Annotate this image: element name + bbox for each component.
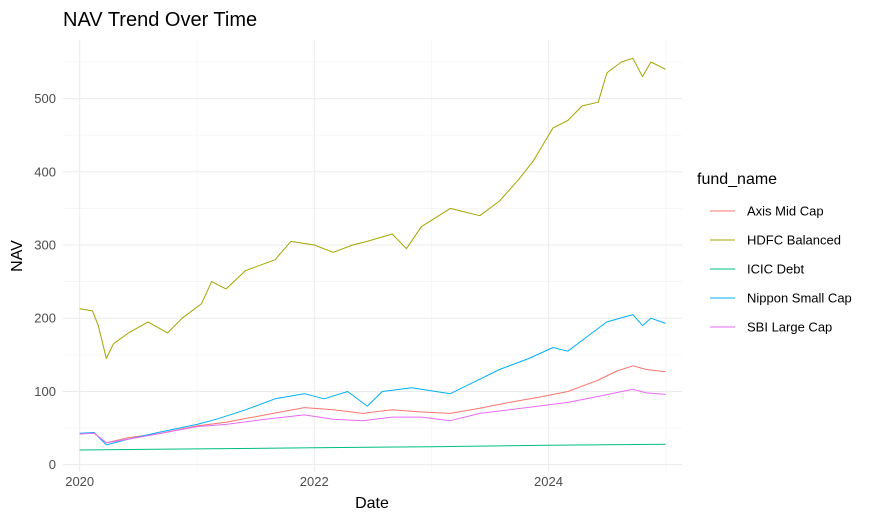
x-tick-label: 2020 <box>65 474 94 489</box>
legend-label: ICIC Debt <box>747 262 804 277</box>
chart-title: NAV Trend Over Time <box>63 9 257 31</box>
y-tick-label: 0 <box>49 457 56 472</box>
grid-minor <box>63 40 682 472</box>
y-tick-label: 300 <box>34 238 56 253</box>
legend-label: Axis Mid Cap <box>747 204 824 219</box>
legend-label: HDFC Balanced <box>747 233 841 248</box>
legend-item: ICIC Debt <box>710 262 804 277</box>
x-tick-label: 2022 <box>300 474 329 489</box>
x-axis-tick-labels: 2020 2022 2024 <box>65 474 563 489</box>
legend-label: SBI Large Cap <box>747 320 832 335</box>
x-axis-title: Date <box>355 495 389 512</box>
y-axis-title: NAV <box>9 240 26 272</box>
y-tick-label: 100 <box>34 384 56 399</box>
legend-item: HDFC Balanced <box>710 233 841 248</box>
legend-items: Axis Mid Cap HDFC Balanced ICIC Debt Nippon… <box>710 204 852 335</box>
series-line-nippon-small-cap <box>79 314 666 446</box>
legend-item: Axis Mid Cap <box>710 204 824 219</box>
grid-major <box>63 40 682 472</box>
series-line-hdfc-balanced <box>79 57 666 359</box>
series-line-sbi-large-cap <box>79 388 666 444</box>
x-tick-label: 2024 <box>534 474 563 489</box>
y-tick-label: 400 <box>34 164 56 179</box>
legend: fund_name Axis Mid Cap HDFC Balanced ICIC … <box>697 171 852 335</box>
legend-title: fund_name <box>697 171 777 188</box>
y-tick-label: 200 <box>34 311 56 326</box>
y-axis-tick-labels: 0 100 200 300 400 500 <box>34 91 56 472</box>
legend-item: SBI Large Cap <box>710 320 832 335</box>
series-group <box>79 57 666 451</box>
legend-label: Nippon Small Cap <box>747 291 852 306</box>
y-tick-label: 500 <box>34 91 56 106</box>
legend-item: Nippon Small Cap <box>710 291 852 306</box>
series-line-icic-debt <box>79 443 666 451</box>
